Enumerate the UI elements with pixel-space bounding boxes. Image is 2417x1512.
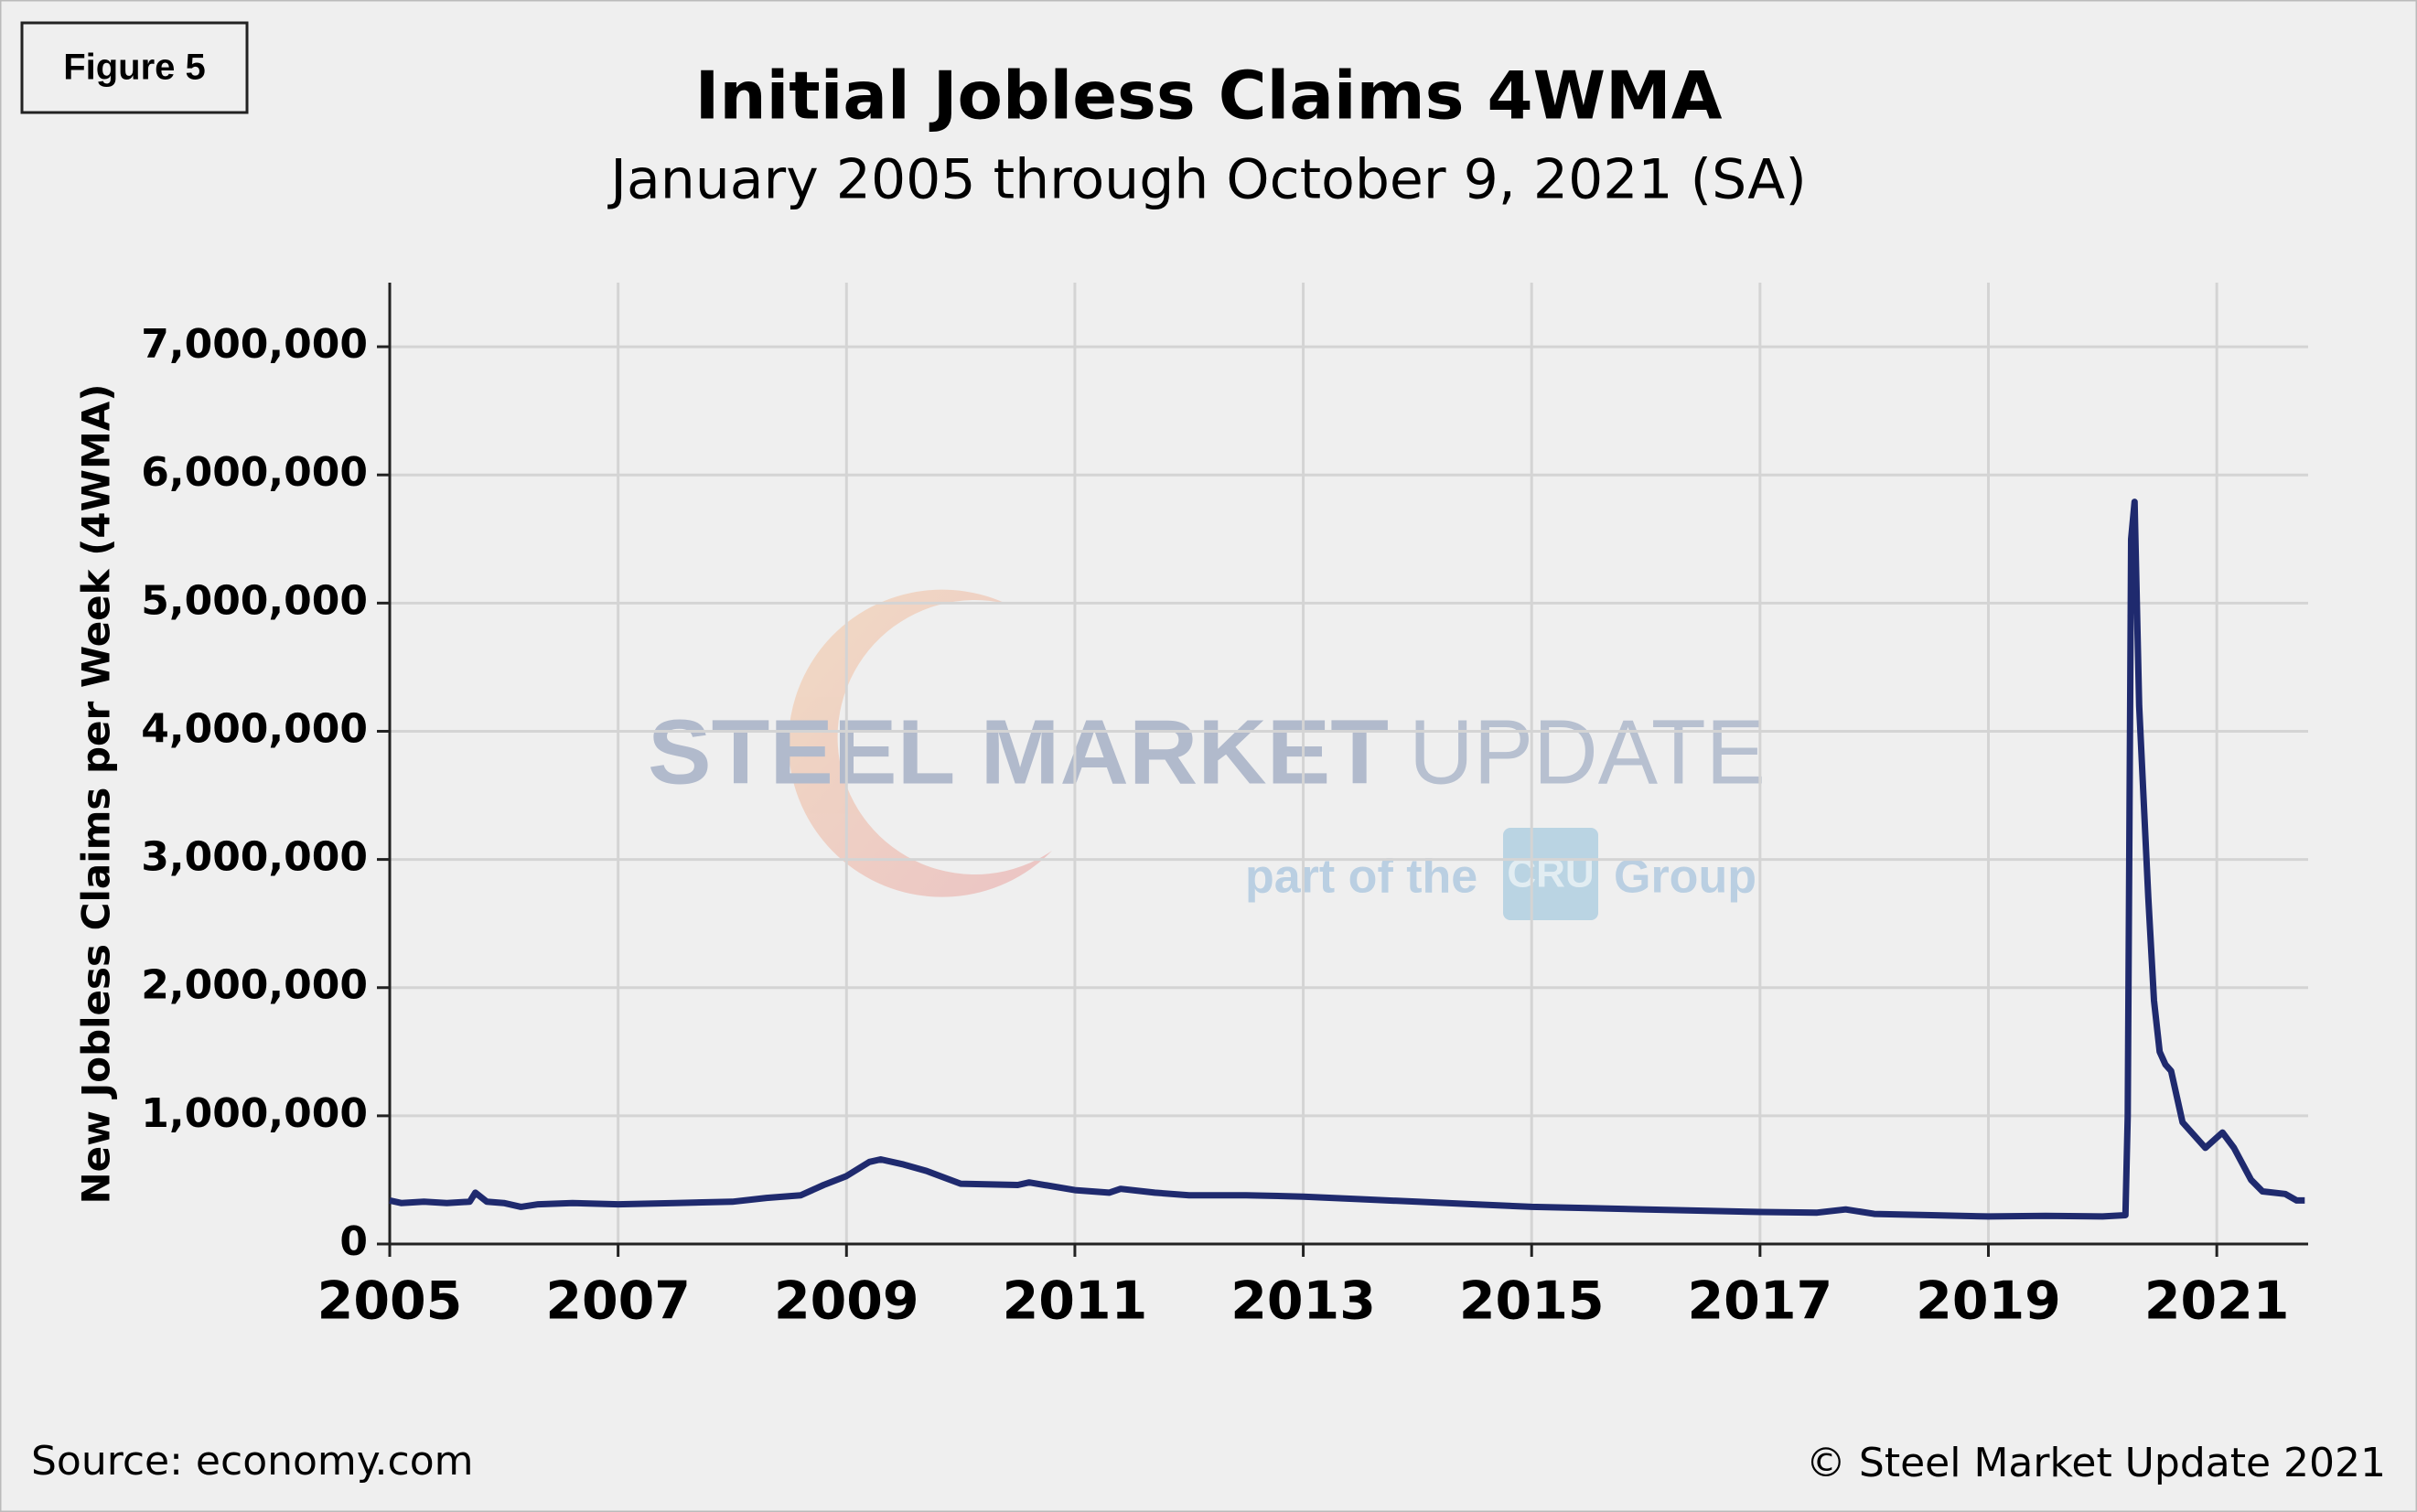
y-tick-label: 4,000,000 xyxy=(141,705,368,752)
x-tick-label: 2009 xyxy=(774,1271,919,1332)
watermark-arc xyxy=(788,589,1052,897)
x-tick-label: 2007 xyxy=(545,1271,691,1332)
source: Source: economy.com xyxy=(31,1438,474,1485)
watermark-brand: STEEL MARKET xyxy=(648,701,1389,803)
y-tick-label: 0 xyxy=(339,1218,368,1265)
y-tick-label: 3,000,000 xyxy=(141,834,368,881)
x-tick-label: 2021 xyxy=(2144,1271,2290,1332)
figure-label: Figure 5 xyxy=(63,48,206,88)
x-tick-label: 2013 xyxy=(1230,1271,1376,1332)
chart-subtitle: January 2005 through October 9, 2021 (SA… xyxy=(607,148,1806,212)
copyright: © Steel Market Update 2021 xyxy=(1806,1440,2386,1486)
watermark-brand-light: UPDATE xyxy=(1409,701,1766,803)
y-tick-label: 2,000,000 xyxy=(141,962,368,1009)
y-tick-label: 1,000,000 xyxy=(141,1090,368,1137)
y-tick-label: 6,000,000 xyxy=(141,449,368,496)
chart-title: Initial Jobless Claims 4WMA xyxy=(695,58,1723,134)
y-axis-label: New Jobless Claims per Week (4WMA) xyxy=(74,384,119,1205)
y-tick-label: 5,000,000 xyxy=(141,577,368,624)
watermark-cru: CRU xyxy=(1507,852,1594,896)
watermark-cru-box xyxy=(1503,828,1598,920)
x-tick-label: 2005 xyxy=(317,1271,463,1332)
data-line xyxy=(389,499,2305,1220)
x-tick-label: 2019 xyxy=(1916,1271,2061,1332)
x-tick-label: 2011 xyxy=(1003,1271,1148,1332)
x-tick-label: 2017 xyxy=(1688,1271,1833,1332)
figure-box xyxy=(20,21,249,114)
y-tick-label: 7,000,000 xyxy=(141,321,368,368)
x-tick-label: 2015 xyxy=(1459,1271,1605,1332)
